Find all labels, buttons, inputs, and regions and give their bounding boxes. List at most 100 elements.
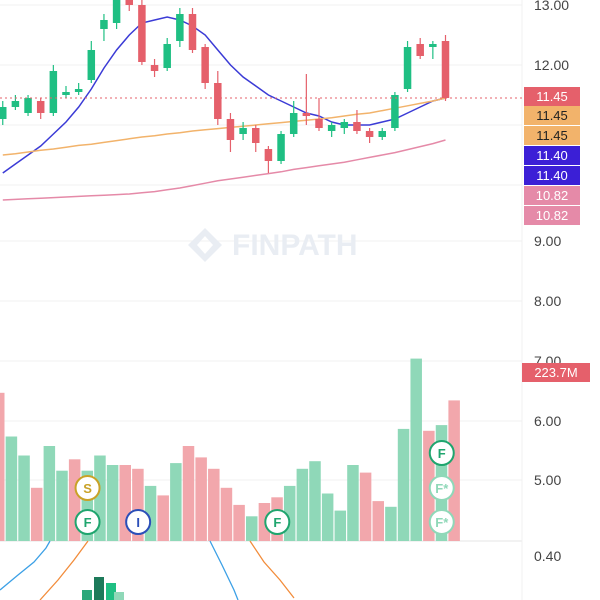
volume-bar	[220, 487, 233, 541]
volume-bar	[372, 501, 384, 541]
candle-body	[353, 122, 361, 131]
candle-body	[391, 95, 399, 128]
price-label-bg	[524, 206, 580, 225]
event-marker-label: F	[438, 446, 446, 461]
tick-label: 13.00	[534, 0, 569, 13]
tick-label: 6.00	[534, 413, 561, 429]
gridlines	[0, 4, 522, 481]
volume-bar	[448, 400, 460, 541]
oscillator-line-orange	[39, 540, 89, 600]
volume-bar	[30, 487, 43, 541]
volume-bar	[106, 465, 119, 541]
volume-label: 223.7M	[534, 365, 577, 380]
volume-bar	[132, 468, 144, 541]
candle-body	[441, 41, 450, 98]
volume-bar	[144, 485, 157, 541]
candle-body	[327, 125, 336, 131]
oscillator-panel	[0, 540, 295, 600]
candle-body	[74, 89, 83, 92]
histogram-bar	[94, 577, 104, 600]
candle-body	[340, 122, 349, 128]
candle-body	[176, 14, 184, 41]
volume-bar	[170, 463, 182, 541]
ma-long-line	[2, 139, 446, 201]
volume-bar	[68, 459, 81, 541]
candle-body	[214, 83, 222, 119]
volume-bar	[56, 470, 68, 541]
volume-bar	[233, 504, 245, 541]
price-label: 11.45	[536, 108, 568, 123]
price-label: 11.45	[536, 128, 568, 143]
price-label: 10.82	[536, 208, 569, 223]
candle-body	[87, 50, 96, 80]
candle-body	[49, 71, 58, 113]
volume-bar	[5, 436, 18, 541]
candle-body	[201, 47, 209, 83]
ma-mid-line	[2, 97, 446, 156]
oscillator-line-blue	[209, 540, 239, 600]
volume-bar	[157, 495, 169, 541]
candle-body	[0, 107, 7, 119]
volume-bar	[119, 465, 131, 541]
price-label-bg	[524, 87, 580, 106]
price-label: 10.82	[536, 188, 569, 203]
event-marker	[74, 475, 101, 501]
price-label-bg	[524, 166, 580, 185]
price-label: 11.45	[536, 89, 568, 104]
tick-label: 9.00	[534, 233, 561, 249]
volume-bar	[309, 461, 321, 541]
candle-body	[378, 131, 386, 137]
candle-body	[403, 47, 412, 89]
tick-label: 5.00	[534, 472, 561, 488]
event-marker	[125, 509, 152, 535]
price-label-bg	[524, 146, 580, 165]
price-labels: 11.45 11.45 11.45 11.40 11.40 10.82 10.8…	[522, 87, 590, 382]
histogram-bar	[82, 590, 92, 600]
volume-bar	[18, 455, 30, 541]
volume-bar	[359, 472, 372, 541]
event-marker-label: I	[136, 515, 140, 530]
volume-bar	[0, 392, 5, 541]
price-label-bg	[524, 126, 580, 145]
volume-bar	[296, 468, 309, 541]
event-marker	[74, 509, 101, 535]
volume-bar	[397, 428, 410, 541]
event-marker	[264, 509, 291, 535]
event-marker	[428, 509, 455, 535]
histogram-bar	[106, 583, 116, 600]
candle-body	[62, 92, 70, 95]
volume-bar	[43, 446, 56, 541]
watermark-text: FINPATH	[232, 229, 358, 262]
volume-bar	[410, 358, 422, 541]
candle-body	[264, 149, 273, 161]
candle-body	[150, 65, 159, 71]
candle-body	[112, 0, 121, 23]
candle-body	[36, 101, 45, 113]
event-marker	[428, 440, 455, 466]
volume-bar	[182, 446, 195, 541]
candle-body	[239, 128, 247, 134]
watermark: FINPATH	[188, 228, 358, 262]
candle-body	[11, 101, 20, 107]
candle-body	[226, 119, 235, 140]
oscillator-line-blue	[0, 540, 51, 591]
candle-body	[302, 113, 311, 116]
finpath-logo-icon	[188, 228, 222, 262]
price-label-bg	[524, 106, 580, 125]
volume-bar	[347, 465, 359, 541]
candles	[0, 0, 450, 173]
histogram-bar	[114, 592, 124, 600]
volume-bars	[0, 358, 460, 541]
tick-label: 8.00	[534, 293, 561, 309]
volume-bar	[283, 485, 296, 541]
volume-bar	[423, 430, 435, 541]
candle-body	[289, 113, 298, 134]
candle-body	[315, 119, 323, 128]
volume-bar	[94, 455, 106, 541]
candle-body	[100, 20, 108, 29]
volume-bar	[195, 457, 207, 541]
event-marker-label: S	[83, 481, 92, 496]
volume-bar	[334, 510, 347, 541]
volume-label-bg	[522, 363, 590, 382]
